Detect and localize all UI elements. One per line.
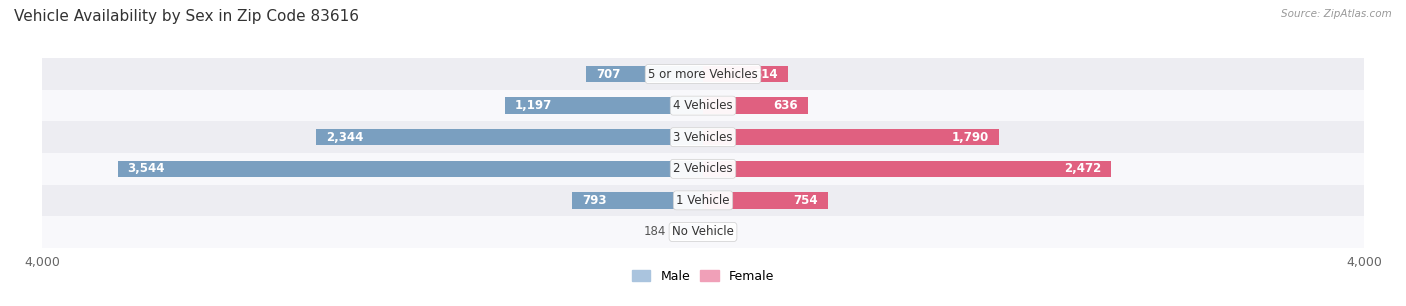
Bar: [586, 66, 703, 82]
Bar: [703, 161, 1111, 177]
Text: 1 Vehicle: 1 Vehicle: [676, 194, 730, 207]
Text: 5 or more Vehicles: 5 or more Vehicles: [648, 68, 758, 80]
Text: 754: 754: [793, 194, 818, 207]
Bar: [42, 185, 1364, 216]
Text: 793: 793: [582, 194, 606, 207]
Text: 514: 514: [754, 68, 778, 80]
Text: 184: 184: [644, 226, 666, 238]
Text: 1,790: 1,790: [952, 131, 988, 144]
Text: Source: ZipAtlas.com: Source: ZipAtlas.com: [1281, 9, 1392, 19]
Text: 2 Vehicles: 2 Vehicles: [673, 162, 733, 175]
Text: 707: 707: [596, 68, 620, 80]
Bar: [703, 66, 787, 82]
Bar: [505, 97, 703, 114]
Legend: Male, Female: Male, Female: [627, 265, 779, 288]
Bar: [703, 192, 828, 209]
Bar: [316, 129, 703, 145]
Text: 9: 9: [711, 226, 718, 238]
Bar: [672, 224, 703, 240]
Text: 3 Vehicles: 3 Vehicles: [673, 131, 733, 144]
Bar: [42, 90, 1364, 121]
Bar: [42, 153, 1364, 185]
Bar: [703, 129, 998, 145]
Bar: [572, 192, 703, 209]
Bar: [42, 58, 1364, 90]
Text: 1,197: 1,197: [515, 99, 553, 112]
Bar: [118, 161, 703, 177]
Bar: [42, 121, 1364, 153]
Text: No Vehicle: No Vehicle: [672, 226, 734, 238]
Text: 636: 636: [773, 99, 799, 112]
Text: 2,472: 2,472: [1064, 162, 1101, 175]
Bar: [42, 216, 1364, 248]
Text: Vehicle Availability by Sex in Zip Code 83616: Vehicle Availability by Sex in Zip Code …: [14, 9, 359, 24]
Bar: [703, 224, 704, 240]
Bar: [703, 97, 808, 114]
Text: 2,344: 2,344: [326, 131, 363, 144]
Text: 4 Vehicles: 4 Vehicles: [673, 99, 733, 112]
Text: 3,544: 3,544: [128, 162, 165, 175]
